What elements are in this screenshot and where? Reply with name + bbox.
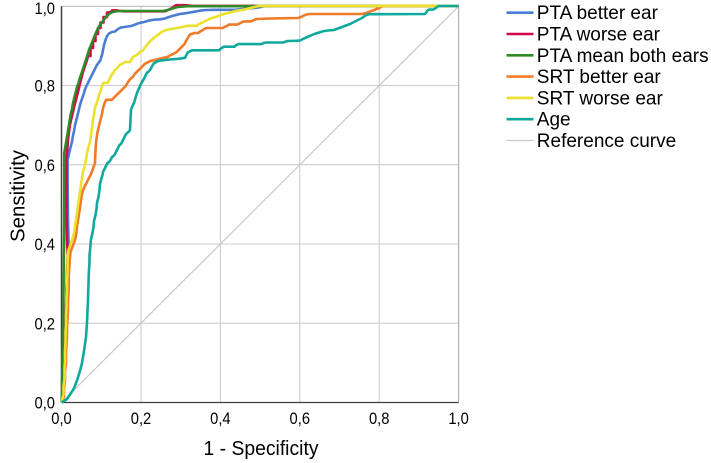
svg-text:0,0: 0,0 bbox=[35, 394, 56, 413]
svg-text:0,4: 0,4 bbox=[35, 235, 56, 254]
svg-text:1,0: 1,0 bbox=[448, 409, 469, 428]
svg-text:Age: Age bbox=[537, 110, 571, 131]
svg-text:PTA mean both ears: PTA mean both ears bbox=[537, 46, 709, 67]
svg-text:0,8: 0,8 bbox=[35, 77, 56, 96]
svg-text:PTA better ear: PTA better ear bbox=[537, 3, 659, 24]
svg-text:0,2: 0,2 bbox=[35, 314, 56, 333]
svg-text:SRT worse ear: SRT worse ear bbox=[537, 88, 664, 109]
svg-text:0,6: 0,6 bbox=[35, 156, 56, 175]
svg-text:SRT better ear: SRT better ear bbox=[537, 67, 662, 88]
svg-text:0,6: 0,6 bbox=[290, 409, 311, 428]
svg-text:1 - Specificity: 1 - Specificity bbox=[204, 438, 319, 460]
svg-text:0,0: 0,0 bbox=[51, 409, 72, 428]
svg-text:1,0: 1,0 bbox=[35, 0, 56, 18]
svg-text:Sensitivity: Sensitivity bbox=[8, 150, 30, 242]
svg-text:PTA worse ear: PTA worse ear bbox=[537, 25, 661, 46]
svg-text:0,4: 0,4 bbox=[210, 409, 231, 428]
svg-text:0,8: 0,8 bbox=[369, 409, 390, 428]
svg-text:0,2: 0,2 bbox=[131, 409, 152, 428]
svg-text:Reference curve: Reference curve bbox=[537, 131, 676, 152]
